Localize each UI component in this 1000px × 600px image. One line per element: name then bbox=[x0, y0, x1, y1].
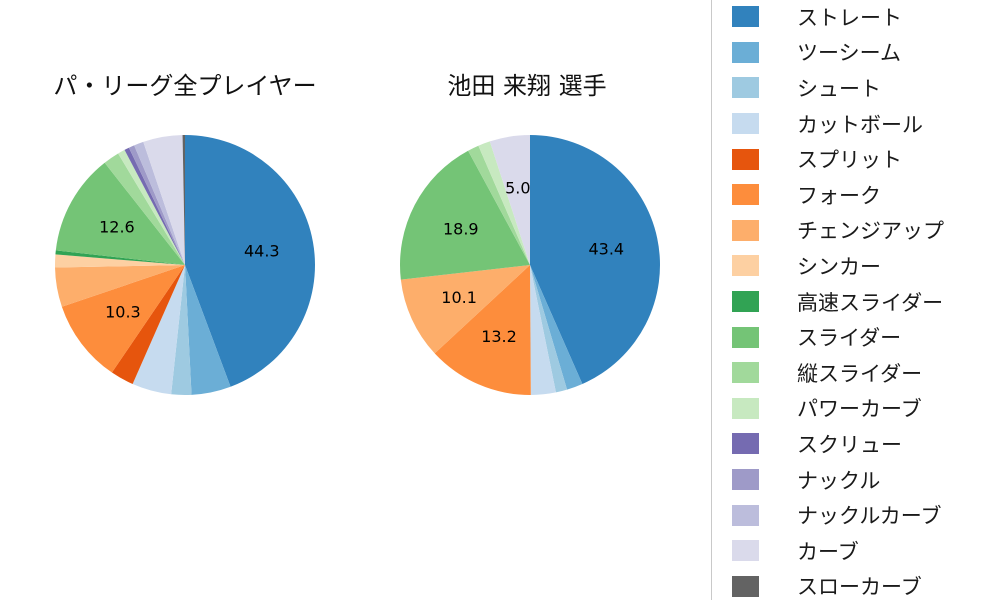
pie-slice-5 bbox=[61, 265, 185, 373]
pie-slice-2 bbox=[171, 265, 192, 396]
legend-item: スライダー bbox=[732, 319, 1000, 355]
pie-slice-1 bbox=[185, 265, 231, 395]
right-pie-chart: 43.4 13.2 10.1 18.9 5.0 bbox=[399, 135, 660, 396]
legend-item: チェンジアップ bbox=[732, 213, 1000, 249]
legend-label: スクリュー bbox=[797, 432, 902, 457]
legend-label: シュート bbox=[797, 76, 881, 101]
pie-slice-12 bbox=[124, 147, 185, 265]
legend-swatch bbox=[732, 397, 759, 419]
legend-item: カーブ bbox=[732, 533, 1000, 569]
legend-swatch bbox=[732, 148, 759, 170]
pie-slice-3 bbox=[132, 265, 185, 395]
legend-label: ツーシーム bbox=[797, 41, 901, 66]
pie-percent-label: 43.4 bbox=[588, 239, 624, 258]
legend-item: 縦スライダー bbox=[732, 355, 1000, 391]
legend-label: スライダー bbox=[797, 326, 902, 351]
pie-percent-label: 13.2 bbox=[481, 327, 517, 346]
pie-slice-9 bbox=[399, 150, 530, 280]
legend-label: カットボール bbox=[797, 112, 923, 137]
pie-slice-16 bbox=[182, 134, 185, 265]
left-pie-title: パ・リーグ全プレイヤー bbox=[53, 72, 317, 100]
pie-percent-label: 10.1 bbox=[441, 288, 477, 307]
legend-swatch bbox=[732, 362, 759, 384]
legend-label: パワーカーブ bbox=[797, 397, 922, 422]
legend-item: パワーカーブ bbox=[732, 391, 1000, 427]
legend-box: ストレートツーシームシュートカットボール スプリットフォークチェンジアップ シンカー… bbox=[711, 0, 1000, 600]
pie-slice-6 bbox=[400, 265, 530, 354]
legend-item: ナックルカーブ bbox=[732, 497, 1000, 533]
right-pie-title: 池田 来翔 選手 bbox=[447, 72, 607, 100]
pie-slice-0 bbox=[185, 135, 315, 387]
pie-slice-2 bbox=[530, 265, 568, 393]
pie-slice-7 bbox=[54, 254, 185, 268]
pie-slice-10 bbox=[468, 145, 530, 265]
legend-item: スローカーブ bbox=[732, 569, 1000, 600]
pie-slice-11 bbox=[478, 141, 530, 265]
legend-label: シンカー bbox=[797, 254, 881, 279]
pie-percent-label: 44.3 bbox=[244, 242, 280, 261]
legend-swatch bbox=[732, 291, 759, 313]
legend-item-list: ストレートツーシームシュートカットボール スプリットフォークチェンジアップ シンカー… bbox=[732, 0, 1000, 600]
legend-label: フォーク bbox=[797, 183, 881, 208]
pie-slice-0 bbox=[530, 135, 660, 384]
pie-percent-label: 12.6 bbox=[99, 218, 135, 237]
legend-item: ツーシーム bbox=[732, 35, 1000, 71]
legend-label: チェンジアップ bbox=[797, 219, 944, 244]
legend-swatch bbox=[732, 433, 759, 455]
pie-slice-15 bbox=[489, 135, 530, 265]
pie-slice-8 bbox=[55, 250, 186, 265]
pie-slice-13 bbox=[128, 145, 185, 265]
legend-swatch bbox=[732, 326, 759, 348]
pie-slice-6 bbox=[55, 265, 185, 307]
legend-swatch bbox=[732, 504, 759, 526]
legend-item: スクリュー bbox=[732, 426, 1000, 462]
legend-item: ストレート bbox=[732, 0, 1000, 35]
pie-slice-1 bbox=[530, 265, 583, 390]
legend-item: 高速スライダー bbox=[732, 284, 1000, 320]
legend-swatch bbox=[732, 255, 759, 277]
legend-label: スプリット bbox=[797, 148, 902, 173]
legend-swatch bbox=[732, 575, 759, 597]
pie-slice-4 bbox=[111, 265, 185, 384]
pie-slice-3 bbox=[530, 265, 556, 395]
pie-percent-label: 18.9 bbox=[443, 219, 479, 238]
legend-item: フォーク bbox=[732, 177, 1000, 213]
legend-label: ナックル bbox=[797, 468, 881, 493]
pie-percent-label: 10.3 bbox=[105, 303, 141, 322]
legend-label: ストレート bbox=[797, 5, 902, 30]
legend-item: シュート bbox=[732, 70, 1000, 106]
legend-item: シンカー bbox=[732, 248, 1000, 284]
legend-swatch bbox=[732, 469, 759, 491]
legend-swatch bbox=[732, 540, 759, 562]
legend-swatch bbox=[732, 6, 759, 28]
legend-swatch bbox=[732, 77, 759, 99]
pie-slice-11 bbox=[118, 149, 185, 265]
pie-slice-9 bbox=[55, 162, 185, 265]
legend-swatch bbox=[732, 41, 759, 63]
legend-label: ナックルカーブ bbox=[797, 504, 942, 529]
legend-swatch bbox=[732, 219, 759, 241]
legend-label: カーブ bbox=[797, 539, 859, 564]
pie-slice-14 bbox=[134, 141, 185, 265]
left-pie-chart: 44.3 10.3 12.6 bbox=[54, 134, 315, 396]
legend-label: 高速スライダー bbox=[797, 290, 944, 315]
legend-item: カットボール bbox=[732, 106, 1000, 142]
pie-slice-15 bbox=[143, 135, 185, 265]
legend-item: スプリット bbox=[732, 141, 1000, 177]
legend-swatch bbox=[732, 184, 759, 206]
pie-slice-10 bbox=[104, 153, 185, 265]
legend-item: ナックル bbox=[732, 462, 1000, 498]
legend-label: スローカーブ bbox=[797, 575, 922, 600]
legend-swatch bbox=[732, 113, 759, 135]
legend-label: 縦スライダー bbox=[797, 361, 923, 386]
pie-percent-label: 5.0 bbox=[505, 179, 530, 198]
pie-slice-5 bbox=[434, 265, 531, 396]
